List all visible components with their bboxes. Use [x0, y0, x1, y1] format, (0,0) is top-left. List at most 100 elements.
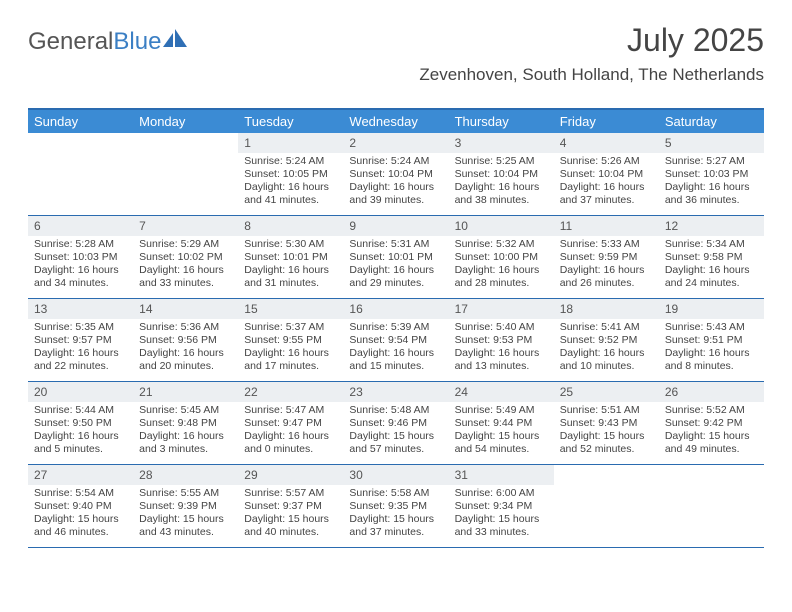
day-details: Sunrise: 5:57 AMSunset: 9:37 PMDaylight:… — [238, 485, 343, 544]
day-cell: 6Sunrise: 5:28 AMSunset: 10:03 PMDayligh… — [28, 216, 133, 298]
day-cell: 13Sunrise: 5:35 AMSunset: 9:57 PMDayligh… — [28, 299, 133, 381]
sunset-line: Sunset: 10:01 PM — [244, 251, 337, 264]
sunset-line: Sunset: 9:50 PM — [34, 417, 127, 430]
daylight-line: Daylight: 16 hours and 13 minutes. — [455, 347, 548, 373]
daylight-line: Daylight: 16 hours and 15 minutes. — [349, 347, 442, 373]
day-number: 2 — [343, 133, 448, 153]
sunset-line: Sunset: 9:59 PM — [560, 251, 653, 264]
sunrise-line: Sunrise: 5:44 AM — [34, 404, 127, 417]
sunset-line: Sunset: 9:39 PM — [139, 500, 232, 513]
day-number: 3 — [449, 133, 554, 153]
sunrise-line: Sunrise: 5:41 AM — [560, 321, 653, 334]
daylight-line: Daylight: 16 hours and 41 minutes. — [244, 181, 337, 207]
daylight-line: Daylight: 15 hours and 52 minutes. — [560, 430, 653, 456]
week-row: 13Sunrise: 5:35 AMSunset: 9:57 PMDayligh… — [28, 299, 764, 382]
sunrise-line: Sunrise: 5:30 AM — [244, 238, 337, 251]
sunrise-line: Sunrise: 5:36 AM — [139, 321, 232, 334]
day-of-week-row: SundayMondayTuesdayWednesdayThursdayFrid… — [28, 110, 764, 133]
sunset-line: Sunset: 9:53 PM — [455, 334, 548, 347]
day-details: Sunrise: 5:48 AMSunset: 9:46 PMDaylight:… — [343, 402, 448, 461]
day-cell: 4Sunrise: 5:26 AMSunset: 10:04 PMDayligh… — [554, 133, 659, 215]
sunset-line: Sunset: 9:44 PM — [455, 417, 548, 430]
daylight-line: Daylight: 16 hours and 34 minutes. — [34, 264, 127, 290]
day-details: Sunrise: 5:32 AMSunset: 10:00 PMDaylight… — [449, 236, 554, 295]
day-details: Sunrise: 5:41 AMSunset: 9:52 PMDaylight:… — [554, 319, 659, 378]
daylight-line: Daylight: 16 hours and 39 minutes. — [349, 181, 442, 207]
sunrise-line: Sunrise: 5:35 AM — [34, 321, 127, 334]
day-number: 11 — [554, 216, 659, 236]
sunrise-line: Sunrise: 5:29 AM — [139, 238, 232, 251]
sunset-line: Sunset: 9:55 PM — [244, 334, 337, 347]
day-details: Sunrise: 5:24 AMSunset: 10:04 PMDaylight… — [343, 153, 448, 212]
day-cell: 11Sunrise: 5:33 AMSunset: 9:59 PMDayligh… — [554, 216, 659, 298]
day-details: Sunrise: 5:44 AMSunset: 9:50 PMDaylight:… — [28, 402, 133, 461]
sunset-line: Sunset: 9:37 PM — [244, 500, 337, 513]
day-cell: 28Sunrise: 5:55 AMSunset: 9:39 PMDayligh… — [133, 465, 238, 547]
sunset-line: Sunset: 10:03 PM — [34, 251, 127, 264]
day-details: Sunrise: 5:30 AMSunset: 10:01 PMDaylight… — [238, 236, 343, 295]
day-cell: 1Sunrise: 5:24 AMSunset: 10:05 PMDayligh… — [238, 133, 343, 215]
day-cell: 17Sunrise: 5:40 AMSunset: 9:53 PMDayligh… — [449, 299, 554, 381]
week-row: 6Sunrise: 5:28 AMSunset: 10:03 PMDayligh… — [28, 216, 764, 299]
sunset-line: Sunset: 9:58 PM — [665, 251, 758, 264]
sunrise-line: Sunrise: 5:39 AM — [349, 321, 442, 334]
day-of-week-header: Thursday — [449, 110, 554, 133]
day-number: 7 — [133, 216, 238, 236]
week-row: 20Sunrise: 5:44 AMSunset: 9:50 PMDayligh… — [28, 382, 764, 465]
day-number: 20 — [28, 382, 133, 402]
daylight-line: Daylight: 16 hours and 31 minutes. — [244, 264, 337, 290]
daylight-line: Daylight: 16 hours and 36 minutes. — [665, 181, 758, 207]
month-title: July 2025 — [419, 22, 764, 59]
day-cell: 2Sunrise: 5:24 AMSunset: 10:04 PMDayligh… — [343, 133, 448, 215]
sunrise-line: Sunrise: 5:28 AM — [34, 238, 127, 251]
day-cell: 5Sunrise: 5:27 AMSunset: 10:03 PMDayligh… — [659, 133, 764, 215]
daylight-line: Daylight: 16 hours and 38 minutes. — [455, 181, 548, 207]
day-number: 15 — [238, 299, 343, 319]
day-details: Sunrise: 5:28 AMSunset: 10:03 PMDaylight… — [28, 236, 133, 295]
daylight-line: Daylight: 16 hours and 28 minutes. — [455, 264, 548, 290]
sunset-line: Sunset: 9:52 PM — [560, 334, 653, 347]
sunrise-line: Sunrise: 5:54 AM — [34, 487, 127, 500]
day-cell — [659, 465, 764, 547]
day-cell: 16Sunrise: 5:39 AMSunset: 9:54 PMDayligh… — [343, 299, 448, 381]
sunrise-line: Sunrise: 5:47 AM — [244, 404, 337, 417]
day-details: Sunrise: 6:00 AMSunset: 9:34 PMDaylight:… — [449, 485, 554, 544]
day-details: Sunrise: 5:26 AMSunset: 10:04 PMDaylight… — [554, 153, 659, 212]
day-cell: 20Sunrise: 5:44 AMSunset: 9:50 PMDayligh… — [28, 382, 133, 464]
sunset-line: Sunset: 9:48 PM — [139, 417, 232, 430]
day-details: Sunrise: 5:43 AMSunset: 9:51 PMDaylight:… — [659, 319, 764, 378]
day-details: Sunrise: 5:54 AMSunset: 9:40 PMDaylight:… — [28, 485, 133, 544]
day-cell — [554, 465, 659, 547]
day-details: Sunrise: 5:58 AMSunset: 9:35 PMDaylight:… — [343, 485, 448, 544]
day-of-week-header: Saturday — [659, 110, 764, 133]
sunrise-line: Sunrise: 5:32 AM — [455, 238, 548, 251]
daylight-line: Daylight: 15 hours and 43 minutes. — [139, 513, 232, 539]
day-details: Sunrise: 5:29 AMSunset: 10:02 PMDaylight… — [133, 236, 238, 295]
day-of-week-header: Tuesday — [238, 110, 343, 133]
day-number: 25 — [554, 382, 659, 402]
daylight-line: Daylight: 16 hours and 29 minutes. — [349, 264, 442, 290]
sunset-line: Sunset: 9:35 PM — [349, 500, 442, 513]
sunset-line: Sunset: 10:02 PM — [139, 251, 232, 264]
sunrise-line: Sunrise: 5:31 AM — [349, 238, 442, 251]
day-number: 22 — [238, 382, 343, 402]
day-of-week-header: Sunday — [28, 110, 133, 133]
daylight-line: Daylight: 16 hours and 24 minutes. — [665, 264, 758, 290]
sunrise-line: Sunrise: 5:25 AM — [455, 155, 548, 168]
day-cell: 10Sunrise: 5:32 AMSunset: 10:00 PMDaylig… — [449, 216, 554, 298]
sunrise-line: Sunrise: 5:24 AM — [349, 155, 442, 168]
day-number: 13 — [28, 299, 133, 319]
sunset-line: Sunset: 9:51 PM — [665, 334, 758, 347]
sunrise-line: Sunrise: 5:51 AM — [560, 404, 653, 417]
daylight-line: Daylight: 15 hours and 54 minutes. — [455, 430, 548, 456]
sunrise-line: Sunrise: 5:45 AM — [139, 404, 232, 417]
day-number: 31 — [449, 465, 554, 485]
day-number: 28 — [133, 465, 238, 485]
day-details: Sunrise: 5:35 AMSunset: 9:57 PMDaylight:… — [28, 319, 133, 378]
sunrise-line: Sunrise: 5:57 AM — [244, 487, 337, 500]
sunrise-line: Sunrise: 5:33 AM — [560, 238, 653, 251]
day-cell: 23Sunrise: 5:48 AMSunset: 9:46 PMDayligh… — [343, 382, 448, 464]
day-number: 21 — [133, 382, 238, 402]
day-cell: 27Sunrise: 5:54 AMSunset: 9:40 PMDayligh… — [28, 465, 133, 547]
sunset-line: Sunset: 9:42 PM — [665, 417, 758, 430]
